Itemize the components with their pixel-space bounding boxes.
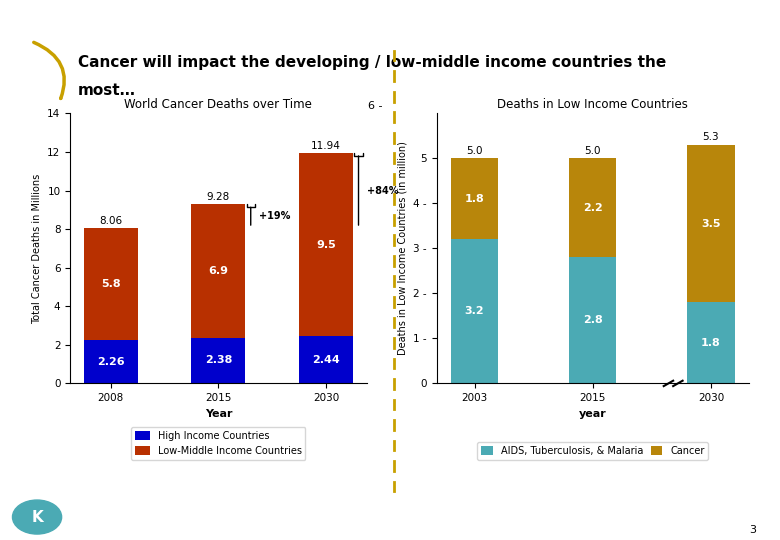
Title: Deaths in Low Income Countries: Deaths in Low Income Countries	[498, 98, 688, 111]
Text: most…: most…	[78, 83, 136, 98]
Bar	[451, 239, 498, 383]
Legend: High Income Countries, Low-Middle Income Countries: High Income Countries, Low-Middle Income…	[131, 427, 306, 460]
Bar	[451, 158, 498, 239]
Text: 6 -: 6 -	[368, 100, 383, 111]
Text: Presentation 091026: Presentation 091026	[324, 17, 456, 27]
Text: 2.8: 2.8	[583, 315, 603, 326]
Text: 11.94: 11.94	[311, 141, 341, 151]
Y-axis label: Deaths in Low Income Countries (in million): Deaths in Low Income Countries (in milli…	[398, 141, 408, 355]
Text: King Hussein Cancer Center: King Hussein Cancer Center	[467, 508, 750, 526]
Bar	[83, 228, 137, 340]
Text: 2.38: 2.38	[204, 355, 232, 366]
Text: 5.3: 5.3	[703, 132, 719, 142]
Text: +84%: +84%	[367, 186, 399, 195]
Text: 2.2: 2.2	[583, 203, 603, 213]
X-axis label: year: year	[579, 409, 607, 419]
Text: 9.28: 9.28	[207, 192, 230, 202]
Title: World Cancer Deaths over Time: World Cancer Deaths over Time	[125, 98, 312, 111]
Legend: AIDS, Tuberculosis, & Malaria, Cancer: AIDS, Tuberculosis, & Malaria, Cancer	[477, 442, 708, 460]
Bar	[191, 338, 246, 383]
Text: 3: 3	[750, 524, 757, 535]
Text: 2.44: 2.44	[312, 355, 340, 365]
Bar	[687, 145, 735, 302]
Text: 2.26: 2.26	[97, 356, 125, 367]
Text: 8.06: 8.06	[99, 215, 122, 226]
Text: +19%: +19%	[260, 211, 291, 221]
Y-axis label: Total Cancer Deaths in Millions: Total Cancer Deaths in Millions	[32, 173, 41, 323]
Text: 5.8: 5.8	[101, 279, 120, 289]
Text: Cancer will impact the developing / low-middle income countries the: Cancer will impact the developing / low-…	[78, 55, 666, 70]
Bar	[191, 205, 246, 338]
Bar	[687, 302, 735, 383]
Text: K: K	[31, 510, 43, 524]
Bar	[569, 258, 616, 383]
Text: 9.5: 9.5	[317, 240, 336, 249]
Text: 1.8: 1.8	[465, 194, 484, 204]
Circle shape	[12, 500, 62, 534]
Text: 5.0: 5.0	[466, 146, 483, 156]
Bar	[569, 158, 616, 258]
Bar	[300, 336, 353, 383]
Text: 6.9: 6.9	[208, 266, 229, 276]
X-axis label: Year: Year	[204, 409, 232, 419]
Bar	[83, 340, 137, 383]
FancyArrowPatch shape	[34, 42, 64, 98]
Text: 5.0: 5.0	[584, 146, 601, 156]
Text: 1.8: 1.8	[701, 338, 721, 348]
Bar	[300, 153, 353, 336]
Text: 3.5: 3.5	[701, 219, 721, 228]
Text: 3.2: 3.2	[465, 306, 484, 316]
